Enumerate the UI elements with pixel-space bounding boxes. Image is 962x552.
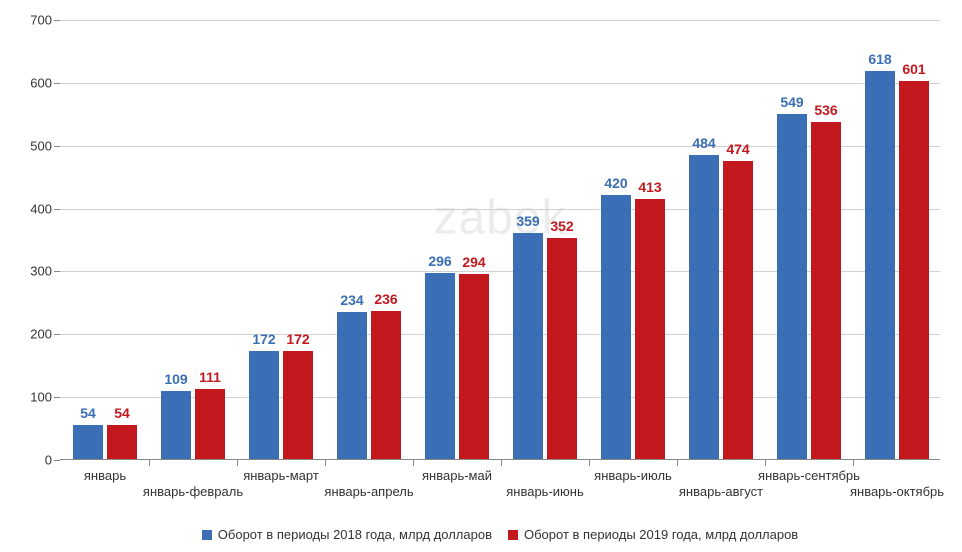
legend-item: Оборот в периоды 2018 года, млрд долларо…	[202, 527, 492, 542]
bar-value-label: 172	[286, 331, 309, 347]
bar: 294	[459, 274, 489, 459]
legend-swatch	[508, 530, 518, 540]
legend-item: Оборот в периоды 2019 года, млрд долларо…	[508, 527, 798, 542]
bar: 359	[513, 233, 543, 459]
bar-value-label: 54	[80, 405, 96, 421]
bar-value-label: 484	[692, 135, 715, 151]
x-tick-mark	[589, 460, 590, 466]
bar-group: 420413	[601, 195, 665, 459]
bar-value-label: 536	[814, 102, 837, 118]
x-tick-label: январь-июль	[594, 468, 672, 483]
bar-group: 549536	[777, 114, 841, 459]
y-tick-label: 300	[30, 264, 52, 279]
bar-value-label: 474	[726, 141, 749, 157]
bar-value-label: 359	[516, 213, 539, 229]
bar-value-label: 54	[114, 405, 130, 421]
bar-group: 172172	[249, 351, 313, 459]
bar-value-label: 294	[462, 254, 485, 270]
legend-label: Оборот в периоды 2019 года, млрд долларо…	[524, 527, 798, 542]
x-tick-label: январь	[84, 468, 126, 483]
bar-group: 359352	[513, 233, 577, 459]
bar: 296	[425, 273, 455, 459]
bar-value-label: 352	[550, 218, 573, 234]
bar-value-label: 413	[638, 179, 661, 195]
bar-group: 109111	[161, 389, 225, 459]
y-tick-label: 0	[45, 453, 52, 468]
bar-value-label: 296	[428, 253, 451, 269]
legend-label: Оборот в периоды 2018 года, млрд долларо…	[218, 527, 492, 542]
bar: 484	[689, 155, 719, 459]
gridline	[60, 83, 940, 84]
x-tick-label: январь-август	[679, 484, 763, 499]
plot-area: zabek 5454109111172172234236296294359352…	[60, 20, 940, 460]
x-tick-label: январь-октябрь	[850, 484, 944, 499]
x-tick-label: январь-сентябрь	[758, 468, 860, 483]
y-tick-label: 100	[30, 390, 52, 405]
bar: 111	[195, 389, 225, 459]
bar: 474	[723, 161, 753, 459]
x-tick-mark	[853, 460, 854, 466]
bar-value-label: 420	[604, 175, 627, 191]
x-tick-mark	[149, 460, 150, 466]
legend: Оборот в периоды 2018 года, млрд долларо…	[60, 527, 940, 542]
x-tick-mark	[677, 460, 678, 466]
bar-value-label: 234	[340, 292, 363, 308]
x-tick-label: январь-март	[243, 468, 319, 483]
bar-value-label: 236	[374, 291, 397, 307]
y-tick-label: 500	[30, 138, 52, 153]
x-tick-label: январь-апрель	[324, 484, 413, 499]
bar: 172	[249, 351, 279, 459]
bar: 236	[371, 311, 401, 459]
x-tick-mark	[237, 460, 238, 466]
chart-container: 0100200300400500600700 zabek 54541091111…	[10, 10, 952, 542]
x-tick-mark	[413, 460, 414, 466]
bar: 172	[283, 351, 313, 459]
x-tick-mark	[501, 460, 502, 466]
bar-value-label: 111	[199, 369, 221, 385]
bar: 352	[547, 238, 577, 459]
bar: 413	[635, 199, 665, 459]
bar-group: 5454	[73, 425, 137, 459]
bar: 420	[601, 195, 631, 459]
x-tick-mark	[765, 460, 766, 466]
bar-value-label: 109	[164, 371, 187, 387]
x-tick-label: январь-май	[422, 468, 492, 483]
y-tick-mark	[54, 460, 60, 461]
gridline	[60, 20, 940, 21]
bar-group: 484474	[689, 155, 753, 459]
bar-group: 618601	[865, 71, 929, 459]
bar-value-label: 601	[902, 61, 925, 77]
bar: 109	[161, 391, 191, 460]
bar: 549	[777, 114, 807, 459]
bar: 54	[107, 425, 137, 459]
x-tick-label: январь-февраль	[143, 484, 243, 499]
y-tick-label: 600	[30, 75, 52, 90]
bar-value-label: 618	[868, 51, 891, 67]
bar-value-label: 172	[252, 331, 275, 347]
y-tick-label: 400	[30, 201, 52, 216]
x-tick-mark	[325, 460, 326, 466]
bar: 601	[899, 81, 929, 459]
bar: 536	[811, 122, 841, 459]
x-axis: январь январь-февральянварь-март январь-ап…	[60, 462, 940, 512]
bar-group: 296294	[425, 273, 489, 459]
y-tick-label: 700	[30, 13, 52, 28]
bar: 234	[337, 312, 367, 459]
x-tick-label: январь-июнь	[506, 484, 584, 499]
y-axis: 0100200300400500600700	[10, 20, 60, 460]
legend-swatch	[202, 530, 212, 540]
bar: 618	[865, 71, 895, 459]
bar-group: 234236	[337, 311, 401, 459]
y-tick-label: 200	[30, 327, 52, 342]
bar: 54	[73, 425, 103, 459]
bar-value-label: 549	[780, 94, 803, 110]
